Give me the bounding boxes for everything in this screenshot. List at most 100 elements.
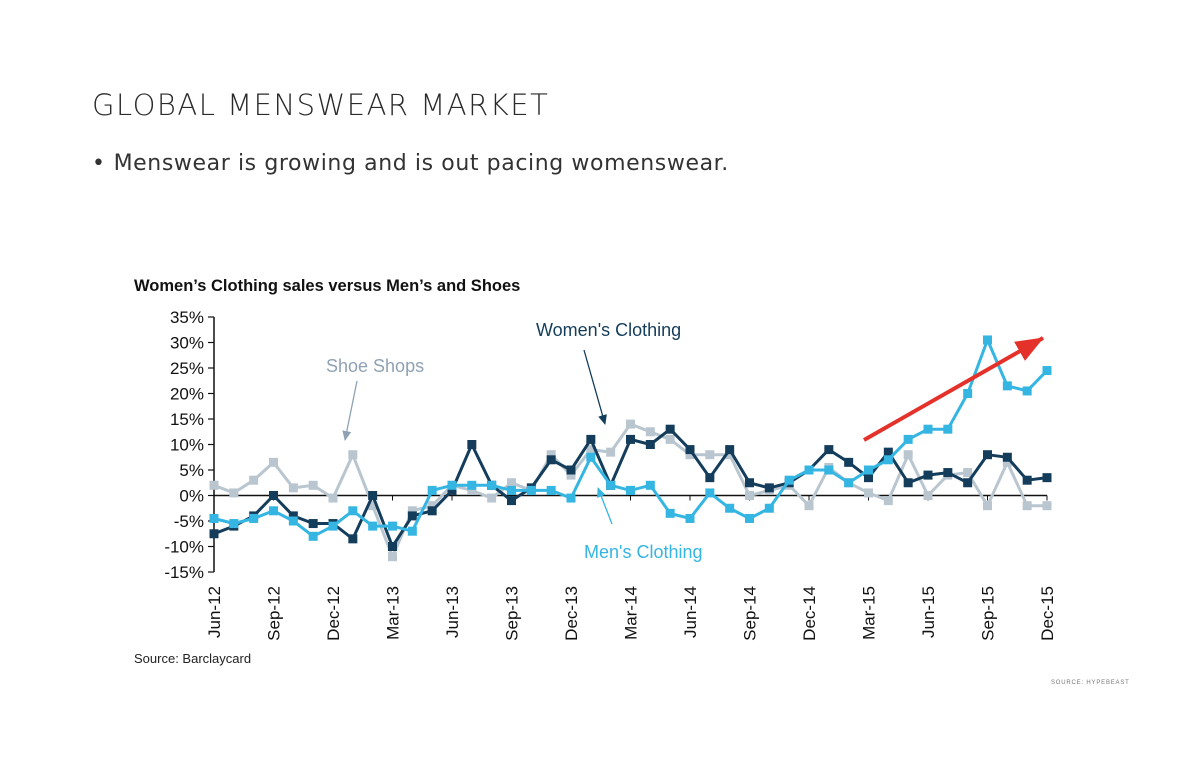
data-point bbox=[586, 452, 596, 462]
y-tick-label: 15% bbox=[170, 410, 204, 429]
chart-annotations: Shoe Shops Women's Clothing Men's Clothing bbox=[326, 320, 1044, 562]
data-point bbox=[685, 450, 695, 460]
data-point bbox=[983, 450, 992, 460]
data-point bbox=[368, 501, 378, 511]
data-point bbox=[1042, 366, 1052, 376]
data-point bbox=[328, 521, 338, 531]
data-point bbox=[507, 496, 516, 506]
data-point bbox=[388, 521, 397, 531]
data-point bbox=[685, 445, 695, 455]
data-point bbox=[645, 480, 655, 490]
data-point bbox=[665, 424, 675, 434]
x-tick-label: Mar-13 bbox=[384, 586, 403, 640]
data-point bbox=[388, 542, 397, 551]
data-point bbox=[824, 445, 834, 455]
data-point bbox=[368, 491, 378, 500]
chart-source: Source: Barclaycard bbox=[134, 651, 252, 666]
data-point bbox=[348, 506, 358, 516]
data-point bbox=[943, 468, 953, 478]
data-point bbox=[923, 491, 933, 500]
x-tick-label: Jun-13 bbox=[443, 586, 462, 638]
data-point bbox=[1002, 452, 1012, 462]
y-tick-label: -10% bbox=[164, 538, 204, 557]
chart-title: Women’s Clothing sales versus Men’s and … bbox=[134, 277, 521, 295]
chart-axes: 35% 30% 25% 20% 15% 10% 5% 0% -5% -10% -15%Jun-12 S… bbox=[164, 308, 1057, 641]
data-point bbox=[824, 465, 834, 475]
data-point bbox=[645, 427, 655, 437]
x-tick-label: Jun-12 bbox=[205, 586, 224, 638]
data-point bbox=[725, 450, 735, 460]
x-tick-label: Dec-12 bbox=[324, 586, 343, 641]
y-tick-label: -15% bbox=[164, 563, 204, 582]
data-point bbox=[745, 513, 754, 523]
data-point bbox=[249, 513, 259, 523]
data-point bbox=[705, 473, 715, 483]
data-point bbox=[288, 511, 298, 521]
x-tick-label: Mar-15 bbox=[860, 586, 879, 640]
data-point bbox=[844, 478, 854, 488]
data-point bbox=[665, 508, 675, 518]
data-point bbox=[467, 485, 477, 495]
data-point bbox=[685, 513, 695, 523]
x-tick-label: Dec-15 bbox=[1038, 586, 1057, 641]
data-point bbox=[566, 493, 576, 503]
data-point bbox=[427, 485, 437, 495]
data-point bbox=[507, 485, 516, 495]
data-point bbox=[645, 440, 655, 449]
data-point bbox=[903, 434, 913, 444]
data-point bbox=[407, 511, 417, 521]
data-point bbox=[745, 478, 754, 488]
data-point bbox=[229, 519, 239, 529]
data-point bbox=[1022, 475, 1032, 485]
bullet-point: • Menswear is growing and is out pacing w… bbox=[92, 151, 729, 176]
data-point bbox=[447, 480, 457, 490]
data-point bbox=[209, 513, 219, 523]
data-point bbox=[963, 389, 973, 398]
data-point bbox=[328, 493, 338, 503]
data-point bbox=[705, 488, 715, 498]
data-point bbox=[209, 529, 219, 539]
data-point bbox=[447, 485, 457, 495]
data-point bbox=[566, 465, 576, 475]
x-tick-label: Jun-14 bbox=[681, 586, 700, 638]
data-point bbox=[269, 457, 278, 467]
x-tick-label: Sep-13 bbox=[503, 586, 522, 641]
data-point bbox=[546, 455, 556, 465]
data-point bbox=[308, 531, 318, 541]
data-point bbox=[467, 440, 477, 449]
data-point bbox=[1042, 473, 1052, 483]
x-tick-label: Dec-14 bbox=[800, 586, 819, 641]
data-point bbox=[923, 470, 933, 480]
growth-trend-arrow bbox=[863, 336, 1044, 442]
slide-title: GLOBAL MENSWEAR MARKET bbox=[92, 88, 550, 122]
data-point bbox=[903, 478, 913, 488]
data-point bbox=[507, 478, 516, 488]
data-point bbox=[269, 506, 278, 516]
data-point bbox=[883, 496, 893, 506]
data-point bbox=[1022, 501, 1032, 511]
data-point bbox=[467, 480, 477, 490]
data-point bbox=[546, 450, 556, 460]
data-point bbox=[229, 488, 239, 498]
data-point bbox=[487, 480, 497, 490]
data-point bbox=[427, 501, 437, 511]
data-point bbox=[209, 480, 219, 490]
bullet-marker: • bbox=[92, 151, 106, 176]
data-point bbox=[725, 503, 735, 513]
x-tick-label: Dec-13 bbox=[562, 586, 581, 641]
series-shoe-shops bbox=[209, 419, 1052, 562]
series-women-s-clothing bbox=[209, 424, 1052, 551]
data-point bbox=[963, 468, 973, 478]
shoe-shops-label: Shoe Shops bbox=[326, 356, 424, 376]
y-tick-label: 5% bbox=[179, 461, 204, 480]
data-point bbox=[606, 480, 616, 490]
data-point bbox=[626, 419, 635, 429]
y-tick-label: 35% bbox=[170, 308, 204, 327]
mens-clothing-label: Men's Clothing bbox=[584, 542, 703, 562]
data-point bbox=[725, 445, 735, 455]
data-point bbox=[844, 457, 854, 467]
data-point bbox=[626, 434, 635, 444]
data-point bbox=[407, 506, 417, 516]
data-point bbox=[487, 493, 497, 503]
